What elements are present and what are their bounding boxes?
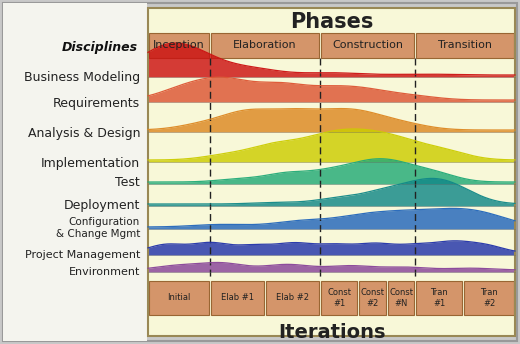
Text: Analysis & Design: Analysis & Design xyxy=(28,127,140,140)
Bar xyxy=(388,281,414,315)
Bar xyxy=(211,281,264,315)
Text: Elab #1: Elab #1 xyxy=(221,293,254,302)
Text: Business Modeling: Business Modeling xyxy=(24,72,140,85)
Text: Requirements: Requirements xyxy=(53,97,140,109)
Bar xyxy=(148,8,515,336)
Text: Environment: Environment xyxy=(69,267,140,277)
Bar xyxy=(416,281,462,315)
Text: Const
#1: Const #1 xyxy=(327,288,351,308)
Bar xyxy=(321,33,414,58)
Text: Tran
#1: Tran #1 xyxy=(430,288,448,308)
Text: Inception: Inception xyxy=(153,41,205,51)
Bar xyxy=(464,281,514,315)
Text: Elab #2: Elab #2 xyxy=(276,293,309,302)
Text: Project Management: Project Management xyxy=(24,250,140,260)
Bar xyxy=(3,3,147,341)
Bar xyxy=(416,33,514,58)
Text: Transition: Transition xyxy=(438,41,492,51)
Text: Phases: Phases xyxy=(290,12,373,32)
Text: Const
#2: Const #2 xyxy=(360,288,384,308)
Bar xyxy=(149,33,209,58)
Text: Construction: Construction xyxy=(332,41,403,51)
Text: Configuration
& Change Mgmt: Configuration & Change Mgmt xyxy=(56,217,140,239)
Text: Deployment: Deployment xyxy=(63,198,140,212)
Bar xyxy=(359,281,386,315)
Text: Elaboration: Elaboration xyxy=(233,41,297,51)
Text: Tran
#2: Tran #2 xyxy=(480,288,498,308)
Text: Initial: Initial xyxy=(167,293,191,302)
Text: Implementation: Implementation xyxy=(41,157,140,170)
Text: Test: Test xyxy=(115,176,140,190)
Bar xyxy=(148,8,515,336)
Bar xyxy=(149,281,209,315)
Text: Iterations: Iterations xyxy=(278,323,385,342)
Text: Disciplines: Disciplines xyxy=(62,42,138,54)
Bar xyxy=(321,281,357,315)
Text: Const
#N: Const #N xyxy=(389,288,413,308)
Bar xyxy=(211,33,319,58)
Bar xyxy=(266,281,319,315)
